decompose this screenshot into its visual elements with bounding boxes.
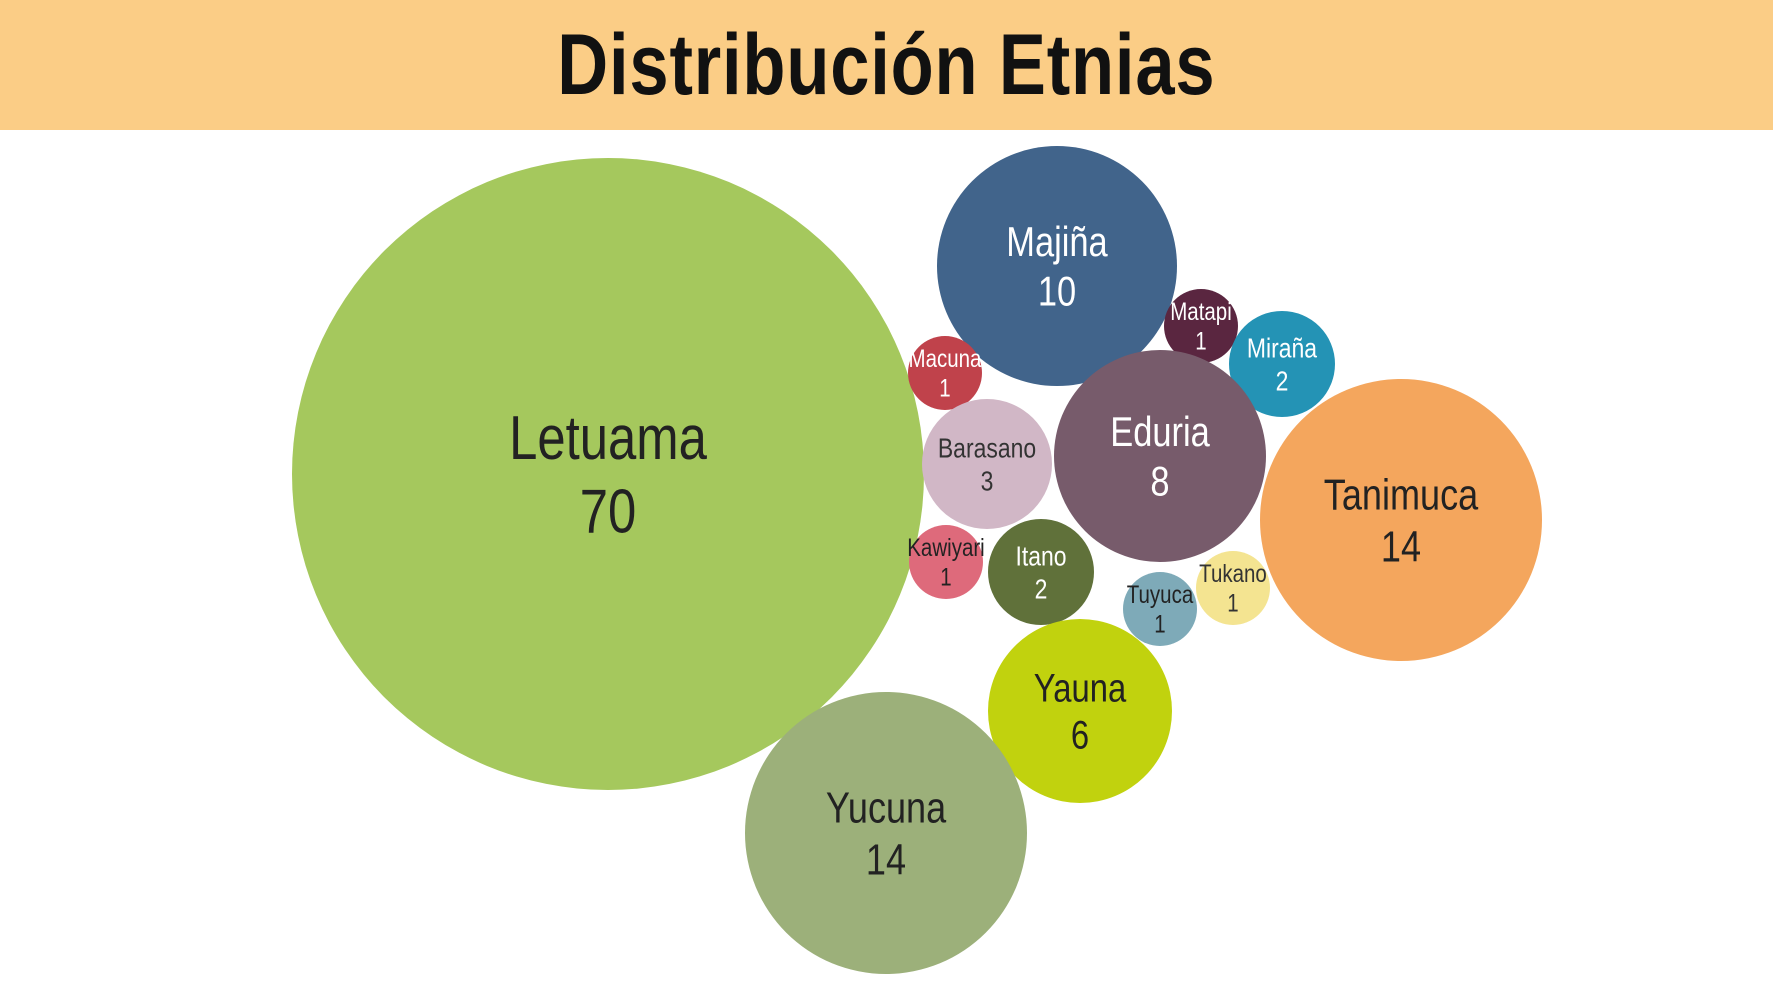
chart-title: Distribución Etnias [557,16,1216,113]
bubble-label-matapi: Matapi [1170,297,1232,325]
bubble-value-kawiyari: 1 [940,563,951,591]
bubble-value-barasano: 3 [981,466,994,497]
bubble-label-eduria: Eduria [1110,409,1210,456]
bubble-circle-yauna [988,619,1172,803]
bubble-circle-eduria [1054,350,1266,562]
bubble-circle-macuna [908,336,982,410]
bubble-label-yucuna: Yucuna [826,783,947,832]
title-bar: Distribución Etnias [0,0,1773,130]
bubble-value-tukano: 1 [1227,589,1238,617]
bubble-value-mirana: 2 [1276,366,1289,397]
bubble-label-letuama: Letuama [509,404,707,473]
bubble-value-letuama: 70 [580,478,637,547]
bubble-circle-yucuna [745,692,1027,974]
bubble-label-barasano: Barasano [938,433,1036,464]
bubble-value-macuna: 1 [939,374,950,402]
bubble-label-tanimuca: Tanimuca [1324,470,1479,519]
bubble-circle-tanimuca [1260,379,1542,661]
bubble-label-majina: Majiña [1006,219,1108,266]
bubble-label-yauna: Yauna [1034,665,1127,710]
bubble-value-yucuna: 14 [866,835,906,884]
bubble-circle-tuyuca [1123,572,1197,646]
bubble-circle-tukano [1196,551,1270,625]
bubble-label-tukano: Tukano [1199,559,1267,587]
bubble-label-kawiyari: Kawiyari [907,533,984,561]
bubble-value-tanimuca: 14 [1381,522,1421,571]
bubble-label-macuna: Macuna [909,344,982,372]
bubble-circle-letuama [292,158,924,790]
bubble-label-itano: Itano [1015,541,1066,572]
bubble-value-majina: 10 [1038,268,1076,315]
bubble-circle-kawiyari [909,525,983,599]
bubble-circle-majina [937,146,1177,386]
bubble-label-mirana: Miraña [1247,333,1318,364]
bubble-value-itano: 2 [1035,574,1048,605]
bubble-value-yauna: 6 [1071,713,1089,758]
bubble-circle-mirana [1229,311,1335,417]
bubble-circle-itano [988,519,1094,625]
bubble-chart-area: Letuama 70 Majiña 10 Matapi 1 Macuna 1 Miraña 2 Ba… [0,130,1773,985]
bubble-circle-matapi [1164,289,1238,363]
bubble-circle-barasano [922,399,1052,529]
bubble-label-tuyuca: Tuyuca [1127,580,1194,608]
bubble-value-eduria: 8 [1150,458,1169,505]
bubble-value-tuyuca: 1 [1154,610,1165,638]
bubble-value-matapi: 1 [1195,327,1206,355]
